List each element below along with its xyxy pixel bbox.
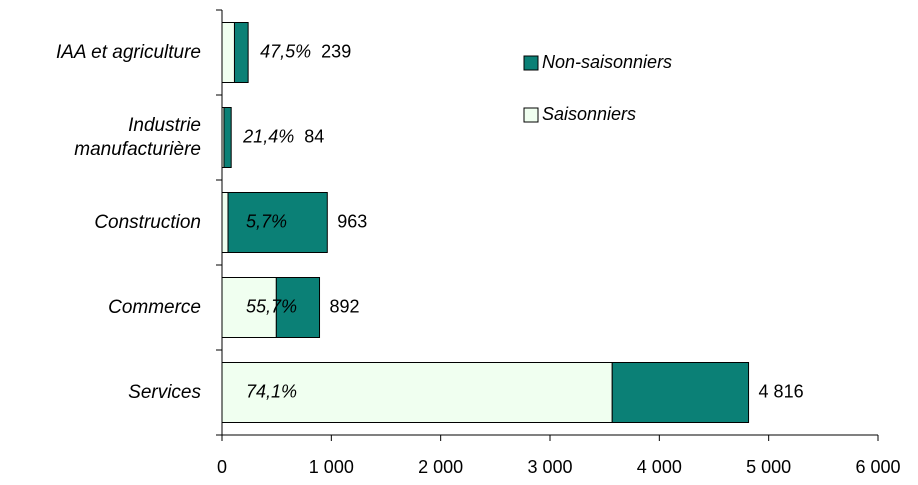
bar-segment: [611, 362, 750, 423]
category-label: Construction: [94, 211, 201, 233]
bar-segment: [221, 22, 235, 83]
bar-segment: [233, 22, 249, 83]
x-tick-label: 1 000: [309, 457, 354, 477]
category-label: IAA et agriculture: [55, 41, 201, 63]
total-label: 963: [337, 211, 367, 231]
total-label: 84: [304, 126, 324, 146]
x-tick-label: 6 000: [855, 457, 900, 477]
x-tick-label: 0: [217, 457, 227, 477]
total-label: 892: [330, 296, 360, 316]
share-label: 55,7%: [246, 296, 297, 316]
total-label: 4 816: [759, 381, 804, 401]
share-label: 5,7%: [246, 211, 287, 231]
share-label: 47,5%: [260, 41, 311, 61]
x-tick-label: 4 000: [637, 457, 682, 477]
bar-segment: [227, 192, 328, 253]
legend-label: Non-saisonniers: [542, 52, 672, 72]
category-label: Services: [128, 381, 201, 403]
total-label: 239: [321, 41, 351, 61]
category-label: Commerce: [108, 296, 201, 318]
category-label: Industrie manufacturière: [74, 114, 201, 160]
legend-swatch: [523, 107, 539, 123]
share-label: 74,1%: [246, 381, 297, 401]
x-tick-label: 5 000: [746, 457, 791, 477]
bar-segment: [221, 362, 613, 423]
bar-segment: [223, 107, 232, 168]
bar-segment: [275, 277, 321, 338]
share-label: 21,4%: [242, 126, 294, 146]
legend-label: Saisonniers: [542, 104, 636, 124]
x-tick-label: 3 000: [527, 457, 572, 477]
x-tick-label: 2 000: [418, 457, 463, 477]
legend-swatch: [523, 55, 539, 71]
bar-segment: [221, 192, 229, 253]
